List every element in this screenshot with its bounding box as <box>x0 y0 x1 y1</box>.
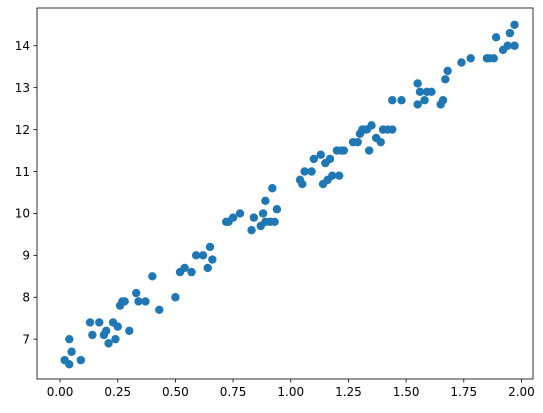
data-point <box>272 205 282 214</box>
data-point <box>85 318 95 327</box>
data-point <box>365 146 374 155</box>
data-point <box>203 263 212 273</box>
data-point <box>316 150 325 159</box>
data-point <box>415 87 425 97</box>
y-tick-label: 13 <box>15 81 30 95</box>
data-point <box>180 263 189 273</box>
data-point <box>141 297 150 306</box>
data-point <box>466 54 475 63</box>
data-point <box>413 79 422 88</box>
data-point <box>309 154 319 164</box>
data-point <box>235 209 245 218</box>
data-point <box>247 225 256 235</box>
data-point <box>148 272 157 281</box>
data-point <box>505 28 515 38</box>
axes-layer: 0.00 0.25 0.50 0.75 1.00 1.25 1.50 1.75 2.00 7 8 9 1… <box>15 7 535 399</box>
data-point <box>228 213 238 222</box>
data-point <box>489 54 498 63</box>
data-point <box>205 242 215 252</box>
data-point <box>120 297 129 306</box>
y-tick-label: 12 <box>15 123 30 137</box>
data-point <box>457 58 466 67</box>
points-layer <box>60 20 519 369</box>
data-point <box>413 100 422 109</box>
data-point <box>95 318 104 327</box>
data-point <box>65 360 74 369</box>
data-point <box>113 322 122 331</box>
data-point <box>335 171 344 180</box>
x-tick-label: 0.75 <box>220 385 247 399</box>
data-point <box>491 33 501 42</box>
data-point <box>125 326 134 335</box>
x-tick-label: 0.50 <box>162 385 189 399</box>
data-point <box>198 251 208 260</box>
data-point <box>441 75 450 84</box>
data-point <box>510 41 519 50</box>
data-point <box>270 217 279 226</box>
data-point <box>132 288 141 298</box>
data-point <box>249 213 259 222</box>
data-point <box>510 20 519 29</box>
data-point <box>339 146 349 155</box>
data-point <box>65 334 74 344</box>
data-point <box>88 330 97 340</box>
data-point <box>134 297 143 306</box>
data-point <box>388 125 397 134</box>
y-tick-label: 14 <box>15 39 30 53</box>
data-point <box>268 184 277 193</box>
data-point <box>187 267 196 277</box>
data-point <box>191 251 201 260</box>
x-tick-label: 0.25 <box>104 385 131 399</box>
data-point <box>298 179 307 189</box>
x-tick-label: 1.75 <box>450 385 477 399</box>
x-tick-label: 1.00 <box>277 385 304 399</box>
data-point <box>67 347 76 356</box>
data-point <box>443 66 452 76</box>
data-point <box>503 41 512 50</box>
data-point <box>427 87 436 97</box>
data-point <box>325 154 335 164</box>
data-point <box>261 196 270 206</box>
data-point <box>208 255 217 264</box>
data-point <box>300 167 309 176</box>
y-tick-label: 9 <box>22 249 30 263</box>
data-point <box>76 355 86 365</box>
y-tick-label: 10 <box>15 207 30 221</box>
data-point <box>155 305 164 315</box>
data-point <box>307 167 316 176</box>
data-point <box>102 326 111 335</box>
x-tick-label: 0.00 <box>47 385 74 399</box>
data-point <box>438 96 448 105</box>
x-tick-label: 2.00 <box>508 385 535 399</box>
data-point <box>328 171 337 180</box>
x-tick-label: 1.50 <box>393 385 420 399</box>
data-point <box>376 137 385 147</box>
data-point <box>171 293 180 302</box>
data-point <box>104 339 113 348</box>
data-point <box>420 96 429 105</box>
y-tick-label: 7 <box>22 332 30 346</box>
data-point <box>353 137 362 147</box>
x-tick-label: 1.25 <box>335 385 362 399</box>
data-point <box>111 334 120 344</box>
axes-frame <box>36 7 534 380</box>
y-tick-label: 11 <box>15 165 30 179</box>
data-point <box>388 96 397 105</box>
data-point <box>367 121 376 130</box>
data-point <box>258 209 268 218</box>
y-tick-label: 8 <box>22 291 30 305</box>
data-point <box>397 96 406 105</box>
